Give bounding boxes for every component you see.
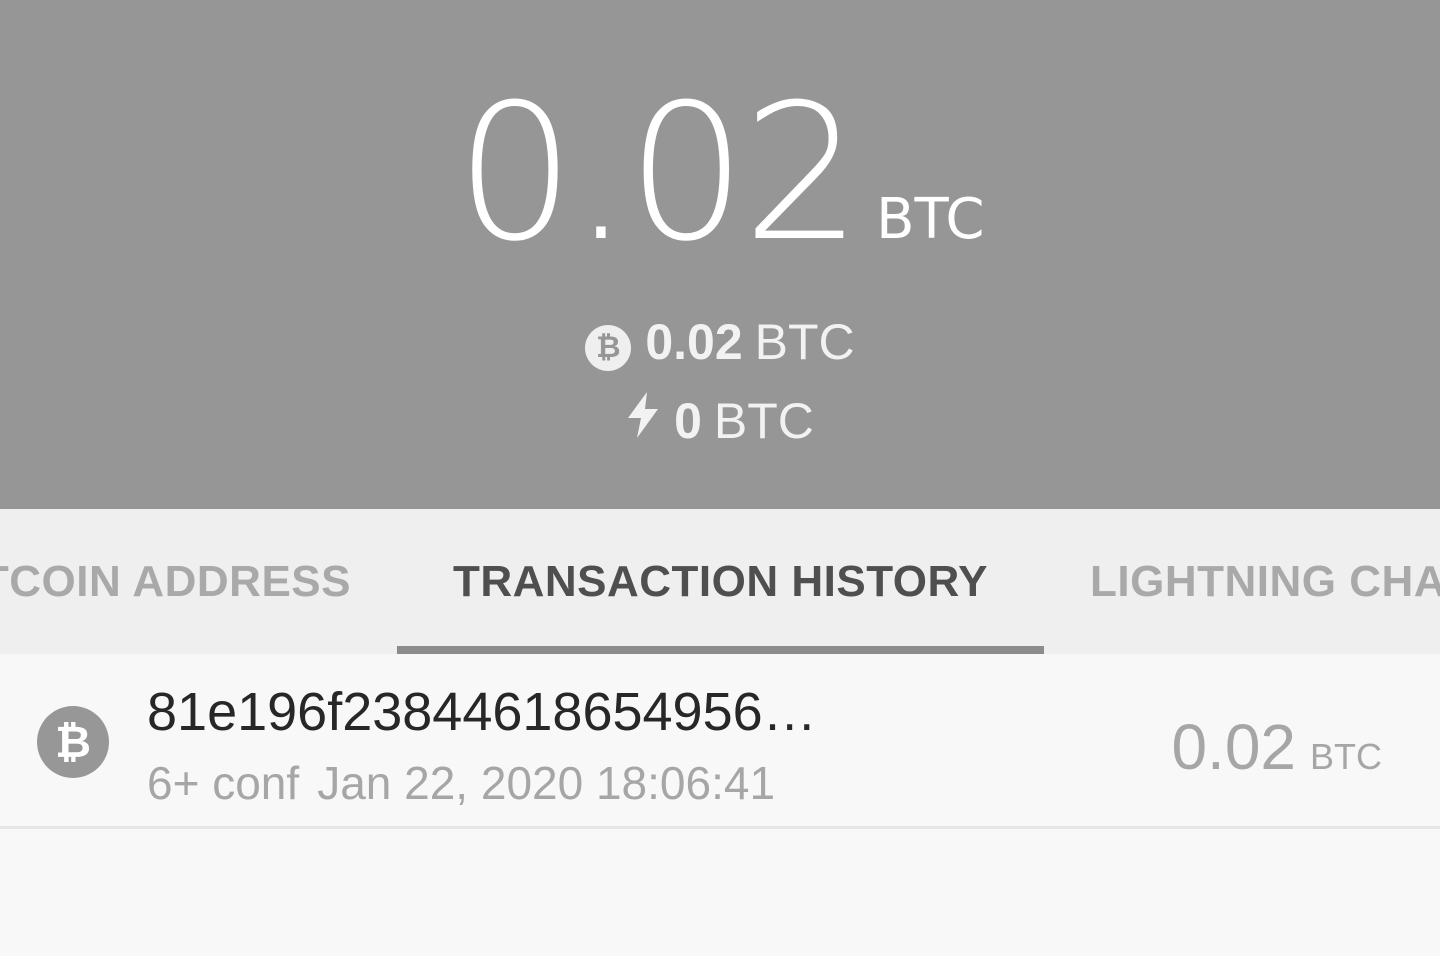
total-balance-amount: 0.02 [455,64,862,283]
transaction-amount-unit: BTC [1310,736,1382,777]
lightning-balance: 0 BTC [0,392,1440,453]
active-tab-indicator [397,646,1044,654]
onchain-balance: ₿ 0.02 BTC [0,314,1440,375]
tab-bitcoin-address-label: TCOIN ADDRESS [0,556,351,606]
tab-lightning-channels[interactable]: LIGHTNING CHA [1090,509,1440,654]
onchain-balance-unit: BTC [754,314,855,370]
tab-bar: TCOIN ADDRESS TRANSACTION HISTORY LIGHTN… [0,509,1440,654]
total-balance-unit: BTC [876,187,985,252]
transaction-meta: 6+ conf Jan 22, 2020 18:06:41 [147,755,775,811]
transaction-confirmations: 6+ conf [147,757,300,809]
lightning-balance-amount: 0 [674,393,702,449]
transaction-row[interactable]: ₿ 81e196f23844618654956… 6+ conf Jan 22, … [0,654,1440,829]
lightning-bolt-icon [628,392,659,439]
bitcoin-icon: ₿ [37,706,109,778]
tab-lightning-channels-label: LIGHTNING CHA [1090,556,1440,606]
total-balance: 0.02 BTC [0,80,1440,268]
transaction-id: 81e196f23844618654956… [147,682,817,742]
transaction-amount: 0.02 BTC [1171,710,1382,784]
transaction-timestamp: Jan 22, 2020 18:06:41 [317,757,776,809]
lightning-balance-unit: BTC [713,393,814,449]
tab-transaction-history[interactable]: TRANSACTION HISTORY [397,509,1044,654]
tab-bitcoin-address[interactable]: TCOIN ADDRESS [0,509,397,654]
onchain-balance-amount: 0.02 [645,314,743,370]
transaction-amount-value: 0.02 [1171,711,1296,783]
balance-header: 0.02 BTC ₿ 0.02 BTC 0 BTC [0,0,1440,509]
tab-transaction-history-label: TRANSACTION HISTORY [452,556,989,606]
bitcoin-icon: ₿ [585,325,632,372]
